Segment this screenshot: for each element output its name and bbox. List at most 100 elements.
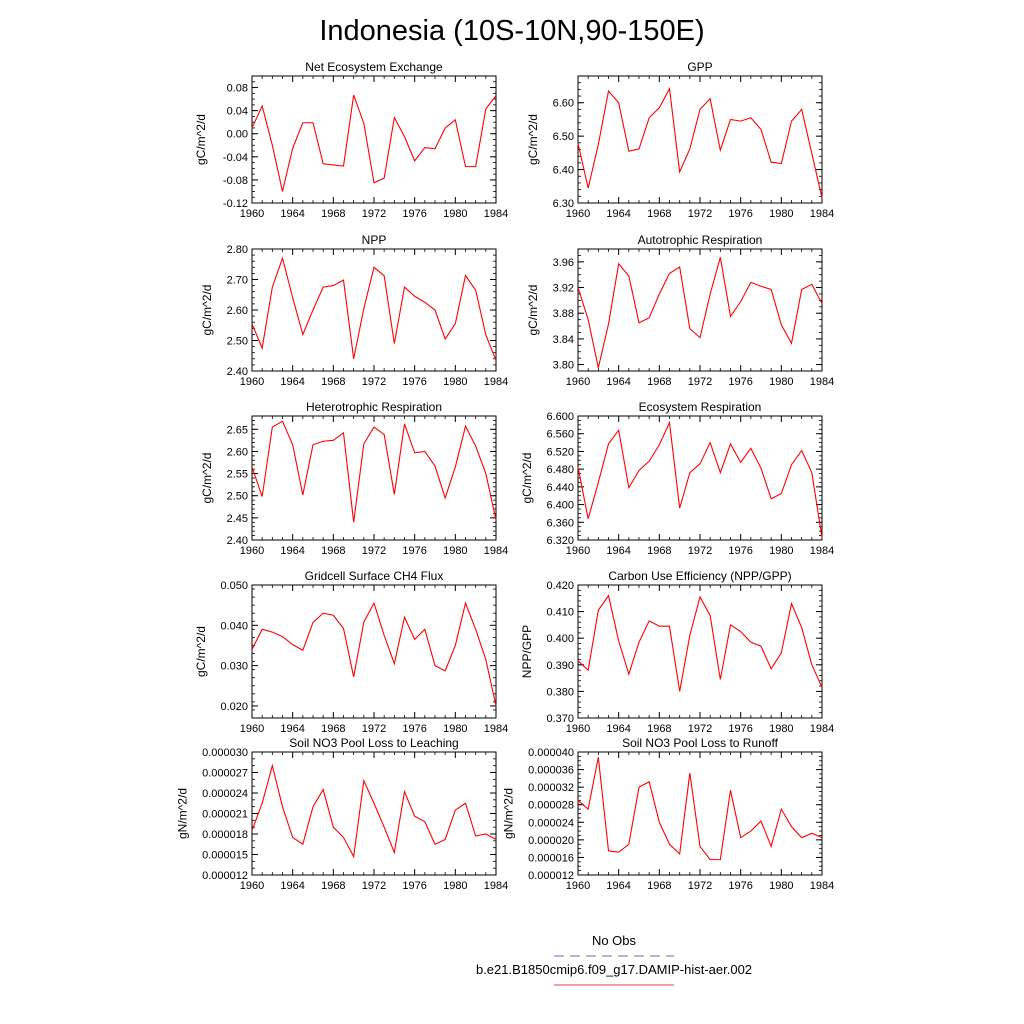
chart-7-y-tick-label: 0.030 [220, 661, 248, 673]
chart-4-plot-frame [577, 248, 823, 372]
chart-6-x-tick-label: 1984 [810, 545, 834, 557]
chart-1-title: Net Ecosystem Exchange [305, 60, 443, 74]
chart-4-y-tick-label: 3.88 [553, 308, 574, 320]
chart-8-series-line [577, 594, 823, 692]
chart-6-y-tick-label: 6.440 [546, 482, 574, 494]
chart-9-x-tick-label: 1972 [362, 880, 386, 892]
chart-4-x-tick-label: 1984 [810, 376, 834, 388]
chart-7-x-tick-label: 1980 [443, 723, 467, 735]
chart-2-y-tick-label: 6.30 [553, 198, 574, 210]
chart-8-plot-frame [577, 584, 823, 719]
chart-2-y-tick-label: 6.50 [553, 131, 574, 143]
chart-4-x-tick-label: 1964 [606, 376, 630, 388]
chart-9-x-tick-label: 1984 [484, 880, 508, 892]
chart-10-y-tick-label: 0.000012 [528, 870, 574, 882]
chart-2-x-tick-label: 1972 [688, 208, 712, 220]
chart-6-y-tick-label: 6.360 [546, 517, 574, 529]
chart-2-series-line [577, 86, 823, 199]
chart-4-x-tick-label: 1976 [728, 376, 752, 388]
chart-3-x-tick-label: 1960 [240, 376, 264, 388]
chart-panel-2: GPP 1960 1964 1968 1972 1976 1980 1984 6.30 6.40 6… [526, 60, 834, 220]
chart-10-x-tick-label: 1980 [769, 880, 793, 892]
chart-5-x-tick-label: 1960 [240, 545, 264, 557]
figure-title: Indonesia (10S-10N,90-150E) [319, 15, 704, 47]
chart-2-ylabel: gC/m^2/d [526, 114, 540, 165]
chart-5-y-tick-label: 2.40 [227, 535, 248, 547]
chart-9-y-tick-label: 0.000027 [202, 768, 248, 780]
chart-10-x-tick-label: 1972 [688, 880, 712, 892]
chart-8-x-tick-label: 1960 [566, 723, 590, 735]
chart-2-x-tick-label: 1964 [606, 208, 630, 220]
chart-8-x-tick-label: 1968 [647, 723, 671, 735]
chart-8-y-tick-label: 0.420 [546, 580, 574, 592]
chart-2-plot-frame [577, 75, 823, 204]
chart-9-y-tick-label: 0.000015 [202, 850, 248, 862]
chart-7-y-tick-label: 0.040 [220, 620, 248, 632]
chart-1-x-tick-label: 1968 [321, 208, 345, 220]
chart-1-x-tick-label: 1976 [402, 208, 426, 220]
panels-group: Net Ecosystem Exchange 1960 1964 1968 1972 19… [175, 60, 834, 892]
chart-10-y-tick-label: 0.000024 [528, 817, 574, 829]
chart-10-ylabel: gN/m^2/d [501, 788, 515, 839]
chart-9-x-tick-label: 1976 [402, 880, 426, 892]
chart-8-y-tick-label: 0.380 [546, 686, 574, 698]
chart-panel-10: Soil NO3 Pool Loss to Runoff 1960 1964 1968… [501, 736, 834, 892]
chart-4-y-tick-label: 3.96 [553, 257, 574, 269]
chart-6-x-tick-label: 1960 [566, 545, 590, 557]
chart-9-plot-frame [251, 751, 497, 876]
chart-9-x-tick-label: 1960 [240, 880, 264, 892]
chart-2-x-tick-label: 1960 [566, 208, 590, 220]
chart-6-x-tick-label: 1980 [769, 545, 793, 557]
chart-7-x-tick-label: 1972 [362, 723, 386, 735]
chart-6-series-line [577, 420, 823, 538]
chart-4-x-tick-label: 1968 [647, 376, 671, 388]
chart-7-x-tick-label: 1976 [402, 723, 426, 735]
chart-3-y-tick-label: 2.70 [227, 275, 248, 287]
chart-3-y-tick-label: 2.40 [227, 366, 248, 378]
chart-2-x-tick-label: 1968 [647, 208, 671, 220]
chart-1-series-line [251, 94, 497, 192]
chart-4-x-tick-label: 1960 [566, 376, 590, 388]
chart-7-y-tick-label: 0.020 [220, 701, 248, 713]
chart-9-y-tick-label: 0.000021 [202, 809, 248, 821]
chart-3-x-tick-label: 1976 [402, 376, 426, 388]
chart-1-x-tick-label: 1964 [280, 208, 304, 220]
chart-4-y-tick-label: 3.92 [553, 283, 574, 295]
chart-2-y-tick-label: 6.40 [553, 165, 574, 177]
chart-8-y-tick-label: 0.410 [546, 607, 574, 619]
chart-panel-6: Ecosystem Respiration 1960 1964 1968 1972 197… [520, 400, 834, 557]
legend: No Obs b.e21.B1850cmip6.f09_g17.DAMIP-hi… [476, 933, 752, 986]
chart-3-x-tick-label: 1984 [484, 376, 508, 388]
chart-2-y-tick-label: 6.60 [553, 98, 574, 110]
chart-6-y-tick-label: 6.560 [546, 429, 574, 441]
chart-1-y-tick-label: 0.00 [227, 129, 248, 141]
chart-10-x-tick-label: 1984 [810, 880, 834, 892]
chart-4-ylabel: gC/m^2/d [526, 285, 540, 336]
chart-10-title: Soil NO3 Pool Loss to Runoff [622, 736, 779, 750]
chart-6-y-tick-label: 6.320 [546, 535, 574, 547]
chart-5-series-line [251, 420, 497, 523]
chart-6-y-tick-label: 6.400 [546, 500, 574, 512]
chart-10-x-tick-label: 1968 [647, 880, 671, 892]
chart-3-x-tick-label: 1980 [443, 376, 467, 388]
chart-10-y-tick-label: 0.000028 [528, 800, 574, 812]
chart-1-y-tick-label: -0.08 [223, 175, 248, 187]
chart-8-x-tick-label: 1980 [769, 723, 793, 735]
chart-9-y-tick-label: 0.000030 [202, 747, 248, 759]
legend-label-no-obs: No Obs [592, 933, 637, 948]
chart-1-x-tick-label: 1980 [443, 208, 467, 220]
chart-4-x-tick-label: 1972 [688, 376, 712, 388]
chart-1-y-tick-label: -0.04 [223, 152, 248, 164]
chart-5-x-tick-label: 1968 [321, 545, 345, 557]
chart-3-ylabel: gC/m^2/d [200, 285, 214, 336]
chart-5-x-tick-label: 1976 [402, 545, 426, 557]
chart-5-x-tick-label: 1984 [484, 545, 508, 557]
chart-7-series-line [251, 601, 497, 707]
chart-1-y-tick-label: 0.04 [227, 106, 248, 118]
chart-5-x-tick-label: 1964 [280, 545, 304, 557]
chart-3-title: NPP [362, 233, 387, 247]
chart-10-series-line [577, 757, 823, 861]
chart-1-x-tick-label: 1972 [362, 208, 386, 220]
chart-9-x-tick-label: 1964 [280, 880, 304, 892]
chart-panel-9: Soil NO3 Pool Loss to Leaching 1960 1964 19… [175, 736, 508, 892]
